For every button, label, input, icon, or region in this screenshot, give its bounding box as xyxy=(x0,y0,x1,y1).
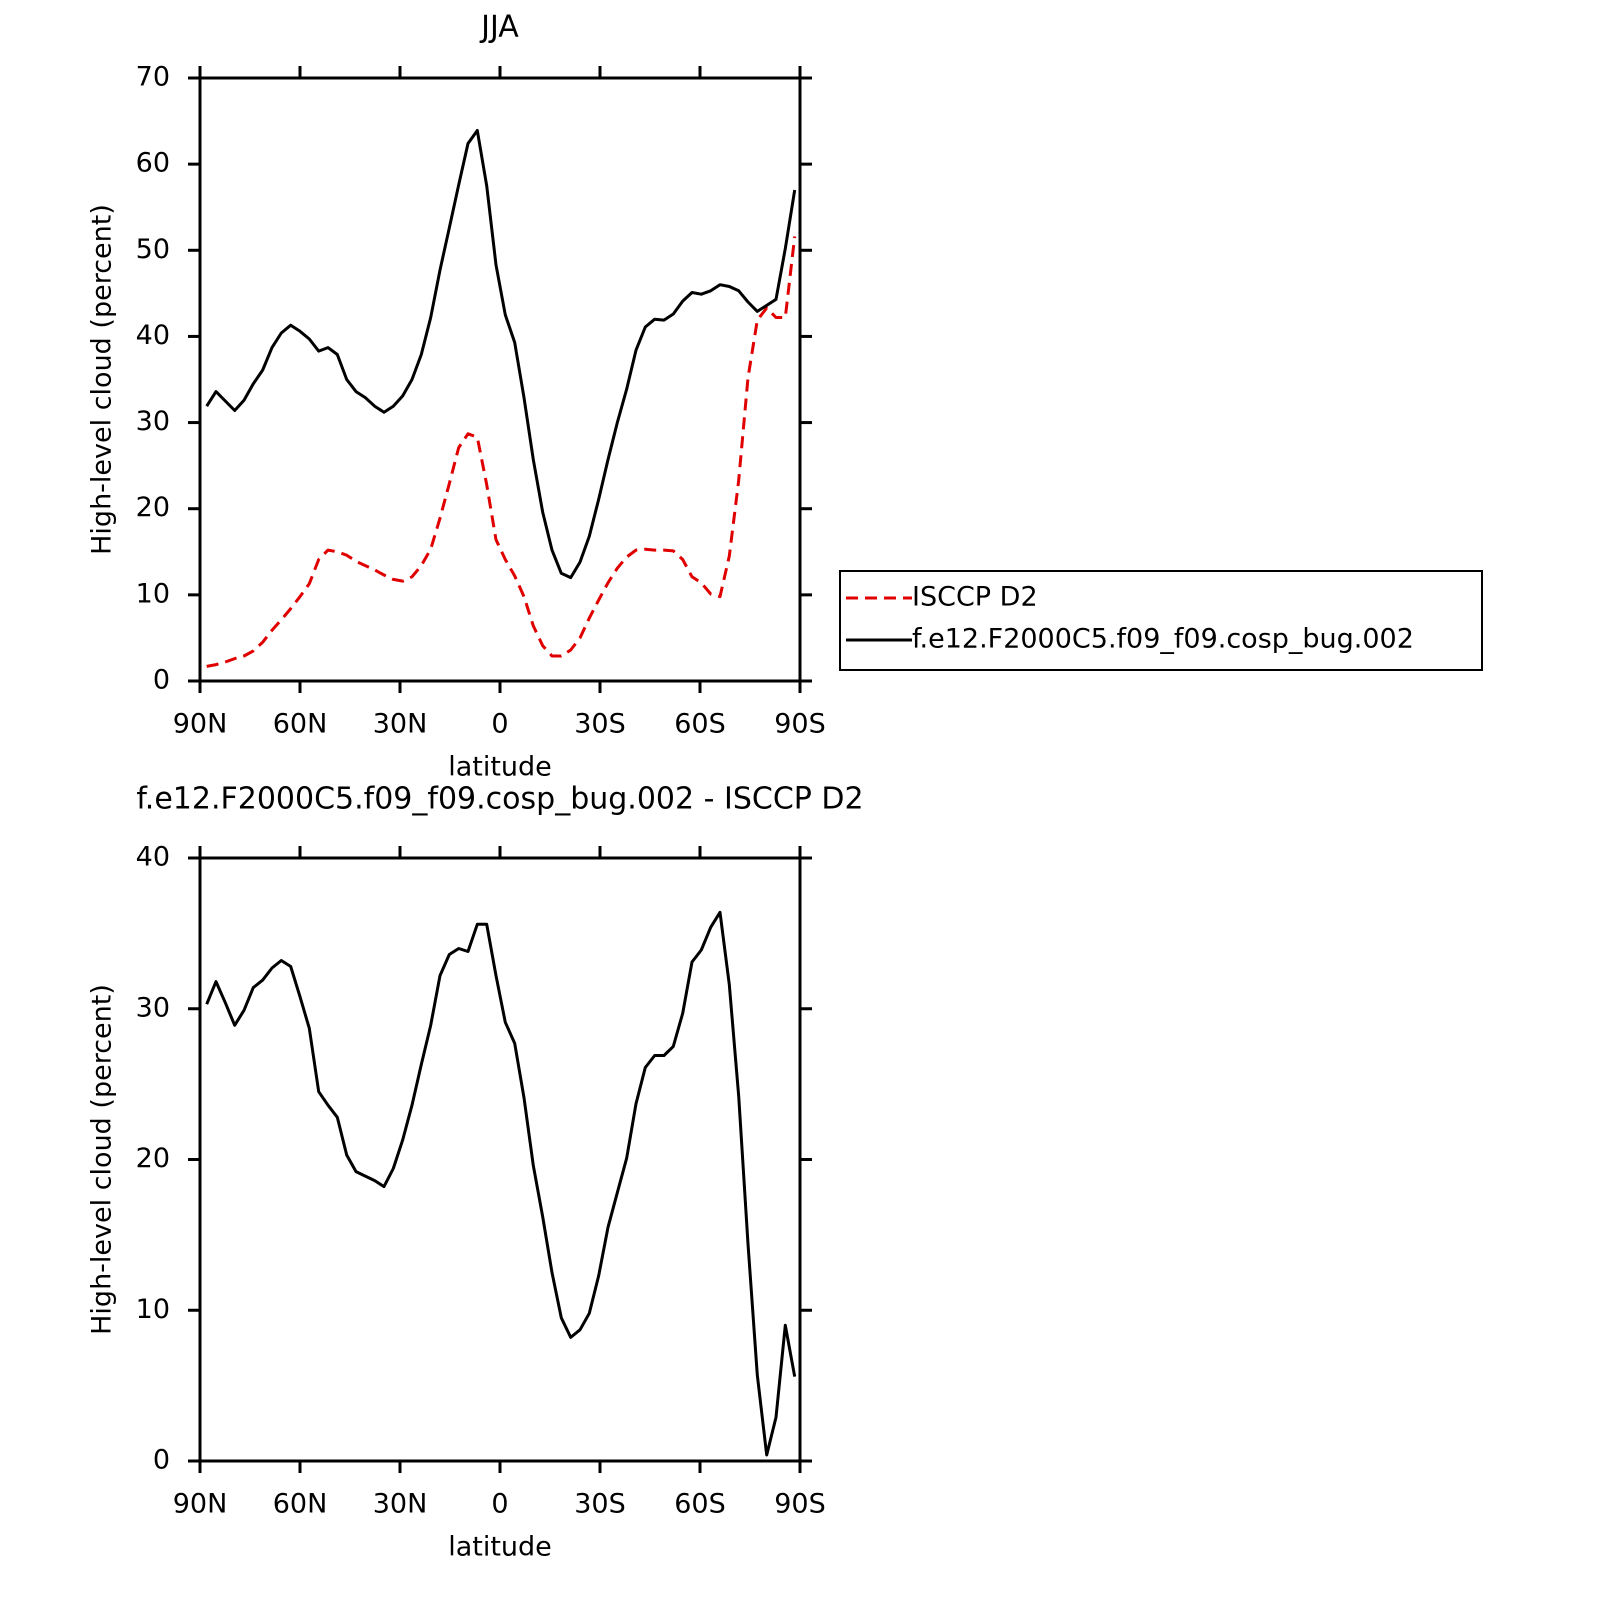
y-tick-label: 60 xyxy=(136,148,170,179)
x-tick-label: 90N xyxy=(173,709,228,740)
plot-frame xyxy=(198,856,802,1463)
legend-box xyxy=(839,570,1483,671)
y-tick-label: 30 xyxy=(136,992,170,1023)
y-tick-label: 0 xyxy=(153,1445,170,1476)
x-tick-label: 90N xyxy=(173,1489,228,1520)
plot-frame xyxy=(198,76,802,683)
x-tick-label: 0 xyxy=(491,1489,508,1520)
x-tick-label: 90S xyxy=(774,709,826,740)
x-tick-label: 60S xyxy=(674,709,726,740)
x-tick-label: 60N xyxy=(273,1489,328,1520)
chart-title: JJA xyxy=(479,10,519,45)
chart-title: f.e12.F2000C5.f09_f09.cosp_bug.002 - ISC… xyxy=(136,782,863,817)
x-tick-label: 0 xyxy=(491,709,508,740)
x-axis-label: latitude xyxy=(448,752,552,783)
legend-label: f.e12.F2000C5.f09_f09.cosp_bug.002 xyxy=(912,624,1414,655)
y-tick-label: 20 xyxy=(136,492,170,523)
y-axis-label: High-level cloud (percent) xyxy=(87,984,118,1335)
x-axis-label: latitude xyxy=(448,1532,552,1563)
y-tick-label: 40 xyxy=(136,842,170,873)
data-line xyxy=(205,910,797,1457)
x-tick-label: 60N xyxy=(273,709,328,740)
x-tick-label: 30N xyxy=(373,1489,428,1520)
x-tick-label: 30N xyxy=(373,709,428,740)
y-tick-label: 50 xyxy=(136,234,170,265)
legend-label: ISCCP D2 xyxy=(912,582,1038,613)
y-axis-label: High-level cloud (percent) xyxy=(87,204,118,555)
y-tick-label: 10 xyxy=(136,578,170,609)
y-tick-label: 0 xyxy=(153,665,170,696)
y-tick-label: 10 xyxy=(136,1294,170,1325)
y-tick-label: 20 xyxy=(136,1143,170,1174)
x-tick-label: 30S xyxy=(574,709,626,740)
x-tick-label: 60S xyxy=(674,1489,726,1520)
x-tick-label: 30S xyxy=(574,1489,626,1520)
y-tick-label: 30 xyxy=(136,406,170,437)
y-tick-label: 70 xyxy=(136,62,170,93)
y-tick-label: 40 xyxy=(136,320,170,351)
data-line xyxy=(206,236,797,668)
data-line xyxy=(205,129,797,580)
x-tick-label: 90S xyxy=(774,1489,826,1520)
